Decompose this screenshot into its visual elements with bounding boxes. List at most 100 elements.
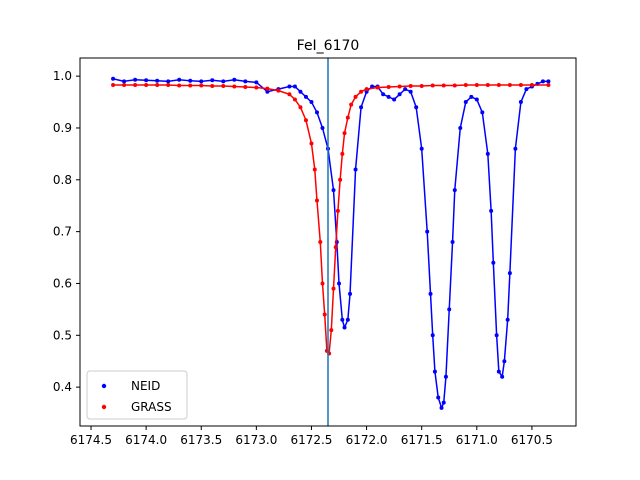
y-tick-label: 0.7 bbox=[53, 225, 72, 239]
data-point bbox=[265, 86, 270, 91]
data-point bbox=[546, 82, 551, 87]
data-point bbox=[386, 85, 391, 90]
data-point bbox=[463, 100, 468, 105]
data-point bbox=[342, 325, 347, 330]
data-point bbox=[320, 281, 325, 286]
data-point bbox=[529, 82, 534, 87]
y-tick-label: 0.9 bbox=[53, 121, 72, 135]
data-point bbox=[392, 97, 397, 102]
data-point bbox=[353, 167, 358, 172]
legend-marker bbox=[101, 383, 107, 389]
data-point bbox=[507, 271, 512, 276]
data-point bbox=[441, 83, 446, 88]
data-point bbox=[254, 85, 259, 90]
data-point bbox=[441, 400, 446, 405]
data-point bbox=[333, 245, 338, 250]
data-point bbox=[397, 92, 402, 97]
data-point bbox=[210, 78, 215, 83]
data-point bbox=[177, 77, 182, 82]
x-tick-label: 6172.5 bbox=[290, 433, 332, 447]
data-point bbox=[232, 84, 237, 89]
data-point bbox=[210, 83, 215, 88]
data-point bbox=[496, 82, 501, 87]
data-point bbox=[540, 79, 545, 84]
x-tick-label: 6170.5 bbox=[511, 433, 553, 447]
x-tick-label: 6173.0 bbox=[235, 433, 277, 447]
data-point bbox=[524, 87, 529, 92]
data-point bbox=[364, 87, 369, 92]
legend-box bbox=[86, 370, 188, 420]
data-point bbox=[155, 78, 160, 83]
y-tick-label: 0.6 bbox=[53, 276, 72, 290]
data-point bbox=[349, 102, 354, 107]
data-point bbox=[463, 82, 468, 87]
data-point bbox=[518, 82, 523, 87]
data-point bbox=[430, 333, 435, 338]
data-point bbox=[403, 87, 408, 92]
data-point bbox=[111, 76, 116, 81]
data-point bbox=[408, 83, 413, 88]
data-point bbox=[243, 79, 248, 84]
data-point bbox=[381, 92, 386, 97]
axes-layer: 6174.5 6174.0 6173.5 6173.0 6172.5 6172.0 6171… bbox=[53, 57, 577, 447]
data-point bbox=[359, 89, 364, 94]
data-point bbox=[122, 82, 127, 87]
data-point bbox=[314, 198, 319, 203]
data-point bbox=[287, 84, 292, 89]
data-point bbox=[439, 405, 444, 410]
data-point bbox=[452, 83, 457, 88]
x-tick-label: 6172.0 bbox=[346, 433, 388, 447]
data-point bbox=[309, 141, 314, 146]
data-point bbox=[340, 317, 345, 322]
data-point bbox=[419, 146, 424, 151]
data-point bbox=[485, 151, 490, 156]
data-point bbox=[419, 83, 424, 88]
data-point bbox=[353, 94, 358, 99]
data-point bbox=[331, 286, 336, 291]
data-point bbox=[436, 395, 441, 400]
legend-label: NEID bbox=[131, 379, 160, 393]
data-point bbox=[345, 317, 350, 322]
data-point bbox=[342, 131, 347, 136]
data-point bbox=[359, 105, 364, 110]
data-point bbox=[500, 374, 505, 379]
data-point bbox=[489, 208, 494, 213]
data-point bbox=[329, 328, 334, 333]
y-tick-label: 0.5 bbox=[53, 328, 72, 342]
y-tick-label: 0.8 bbox=[53, 173, 72, 187]
data-point bbox=[348, 291, 353, 296]
data-point bbox=[513, 146, 518, 151]
series-grass bbox=[111, 82, 551, 356]
data-point bbox=[443, 374, 448, 379]
y-tick-label: 1.0 bbox=[53, 69, 72, 83]
x-tick-label: 6171.0 bbox=[456, 433, 498, 447]
data-point bbox=[502, 359, 507, 364]
data-point bbox=[375, 85, 380, 90]
data-point bbox=[447, 307, 452, 312]
x-tick-label: 6174.0 bbox=[125, 433, 167, 447]
data-point bbox=[507, 82, 512, 87]
data-point bbox=[254, 80, 259, 85]
data-point bbox=[474, 82, 479, 87]
data-point bbox=[177, 83, 182, 88]
x-tick-label: 6171.5 bbox=[401, 433, 443, 447]
data-point bbox=[303, 94, 308, 99]
chart-title: FeI_6170 bbox=[297, 38, 360, 54]
data-point bbox=[491, 260, 496, 265]
data-point bbox=[485, 82, 490, 87]
data-point bbox=[166, 79, 171, 84]
data-point bbox=[518, 100, 523, 105]
data-point bbox=[312, 167, 317, 172]
data-point bbox=[276, 88, 281, 93]
axes-frame bbox=[79, 57, 577, 427]
data-point bbox=[188, 83, 193, 88]
data-point bbox=[474, 97, 479, 102]
data-point bbox=[221, 79, 226, 84]
data-point bbox=[298, 89, 303, 94]
data-point bbox=[265, 89, 270, 94]
data-point bbox=[188, 78, 193, 83]
series-neid bbox=[111, 76, 551, 411]
data-point bbox=[144, 82, 149, 87]
data-point bbox=[243, 85, 248, 90]
data-point bbox=[303, 118, 308, 123]
